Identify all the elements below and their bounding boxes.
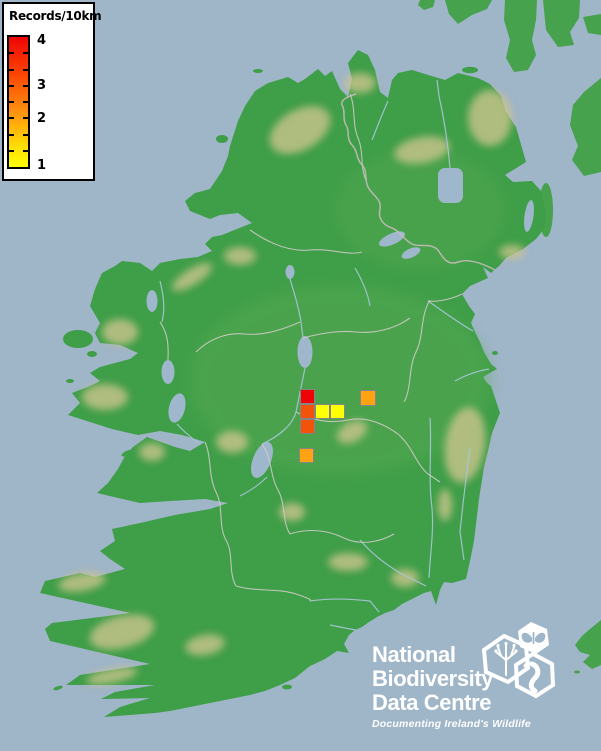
legend-tick [9,149,14,152]
nbdc-logo-hexagons [481,622,556,699]
legend-title: Records/10km [9,9,102,23]
logo-line-2: Biodiversity [372,666,494,691]
seahorse-hexagon-icon [513,651,556,699]
nbdc-logo: National Biodiversity Data Centre Docume… [372,642,531,731]
legend: Records/10km 4 3 2 1 [2,2,102,181]
legend-tick [23,117,28,120]
legend-value-label: 1 [37,157,47,173]
legend-tick [9,117,14,120]
legend-tick [9,84,14,87]
legend-tick [23,133,28,136]
record-cell [360,390,376,406]
legend-tick [9,52,14,55]
record-cell [300,404,315,419]
butterfly-hexagon-icon [518,622,549,654]
logo-tagline: Documenting Ireland's Wildlife [372,718,531,730]
relief-shading [58,73,525,685]
legend-tick [9,101,14,103]
legend-tick [23,149,28,152]
boundary-lines [159,93,496,602]
offshore-islands [53,66,498,691]
record-cell [300,419,315,434]
legend-tick [23,68,28,71]
legend-tick [23,52,28,55]
legend-value-label: 4 [37,33,47,49]
record-cell [315,404,330,419]
legend-tick [9,68,14,71]
record-cell [330,404,345,419]
lakes [146,168,534,478]
record-cell [300,389,315,404]
legend-tick [23,101,28,103]
legend-value-label: 2 [37,110,47,126]
logo-line-3: Data Centre [372,690,492,715]
legend-tick [23,84,28,87]
wales-landmass [574,620,601,674]
record-cell [299,448,314,463]
logo-line-1: National [372,642,456,667]
legend-tick [9,133,14,136]
legend-value-label: 3 [37,78,47,94]
lough-neagh [438,168,463,203]
